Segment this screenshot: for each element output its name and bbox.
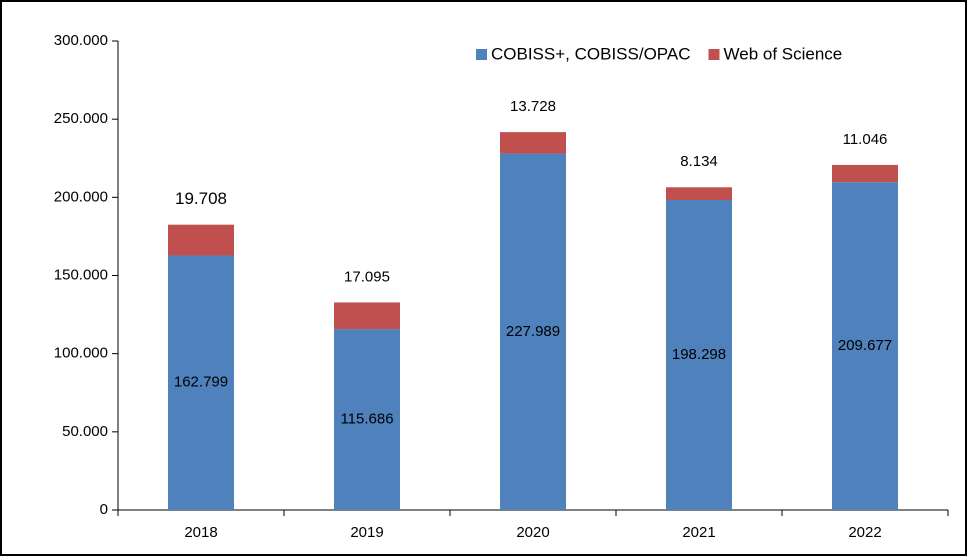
bar-segment (168, 255, 234, 510)
bar-segment (168, 224, 234, 256)
bar-segment (500, 153, 566, 510)
bar-segment (666, 199, 732, 510)
data-label: 209.677 (838, 337, 892, 354)
y-tick-label: 150.000 (54, 266, 108, 283)
bar-segment (334, 329, 400, 510)
x-tick-label: 2020 (516, 524, 549, 541)
legend-swatch (476, 49, 487, 60)
bar-segment (666, 187, 732, 200)
y-tick-label: 50.000 (62, 423, 108, 440)
x-tick-label: 2019 (350, 524, 383, 541)
bar-segment (832, 164, 898, 183)
legend-label: COBISS+, COBISS/OPAC (491, 44, 691, 63)
bar-segment (334, 302, 400, 330)
legend-swatch (708, 49, 720, 60)
y-tick-label: 100.000 (54, 345, 108, 362)
data-label: 227.989 (506, 323, 560, 340)
y-tick-label: 300.000 (54, 32, 108, 49)
data-label: 198.298 (672, 346, 726, 363)
data-label: 17.095 (344, 268, 390, 285)
legend-label: Web of Science (724, 44, 843, 63)
data-label: 162.799 (174, 374, 228, 391)
y-tick-label: 200.000 (54, 188, 108, 205)
data-label: 11.046 (843, 131, 888, 148)
bar-segment (832, 182, 898, 510)
data-label: 19.708 (175, 189, 227, 208)
data-label: 115.686 (340, 411, 393, 428)
x-tick-label: 2022 (848, 524, 881, 541)
bar-segment (500, 132, 566, 154)
data-label: 8.134 (680, 153, 718, 170)
y-tick-label: 250.000 (54, 110, 108, 127)
x-tick-label: 2018 (184, 524, 217, 541)
data-label: 13.728 (510, 98, 556, 115)
y-tick-label: 0 (100, 501, 108, 518)
x-tick-label: 2021 (682, 524, 715, 541)
